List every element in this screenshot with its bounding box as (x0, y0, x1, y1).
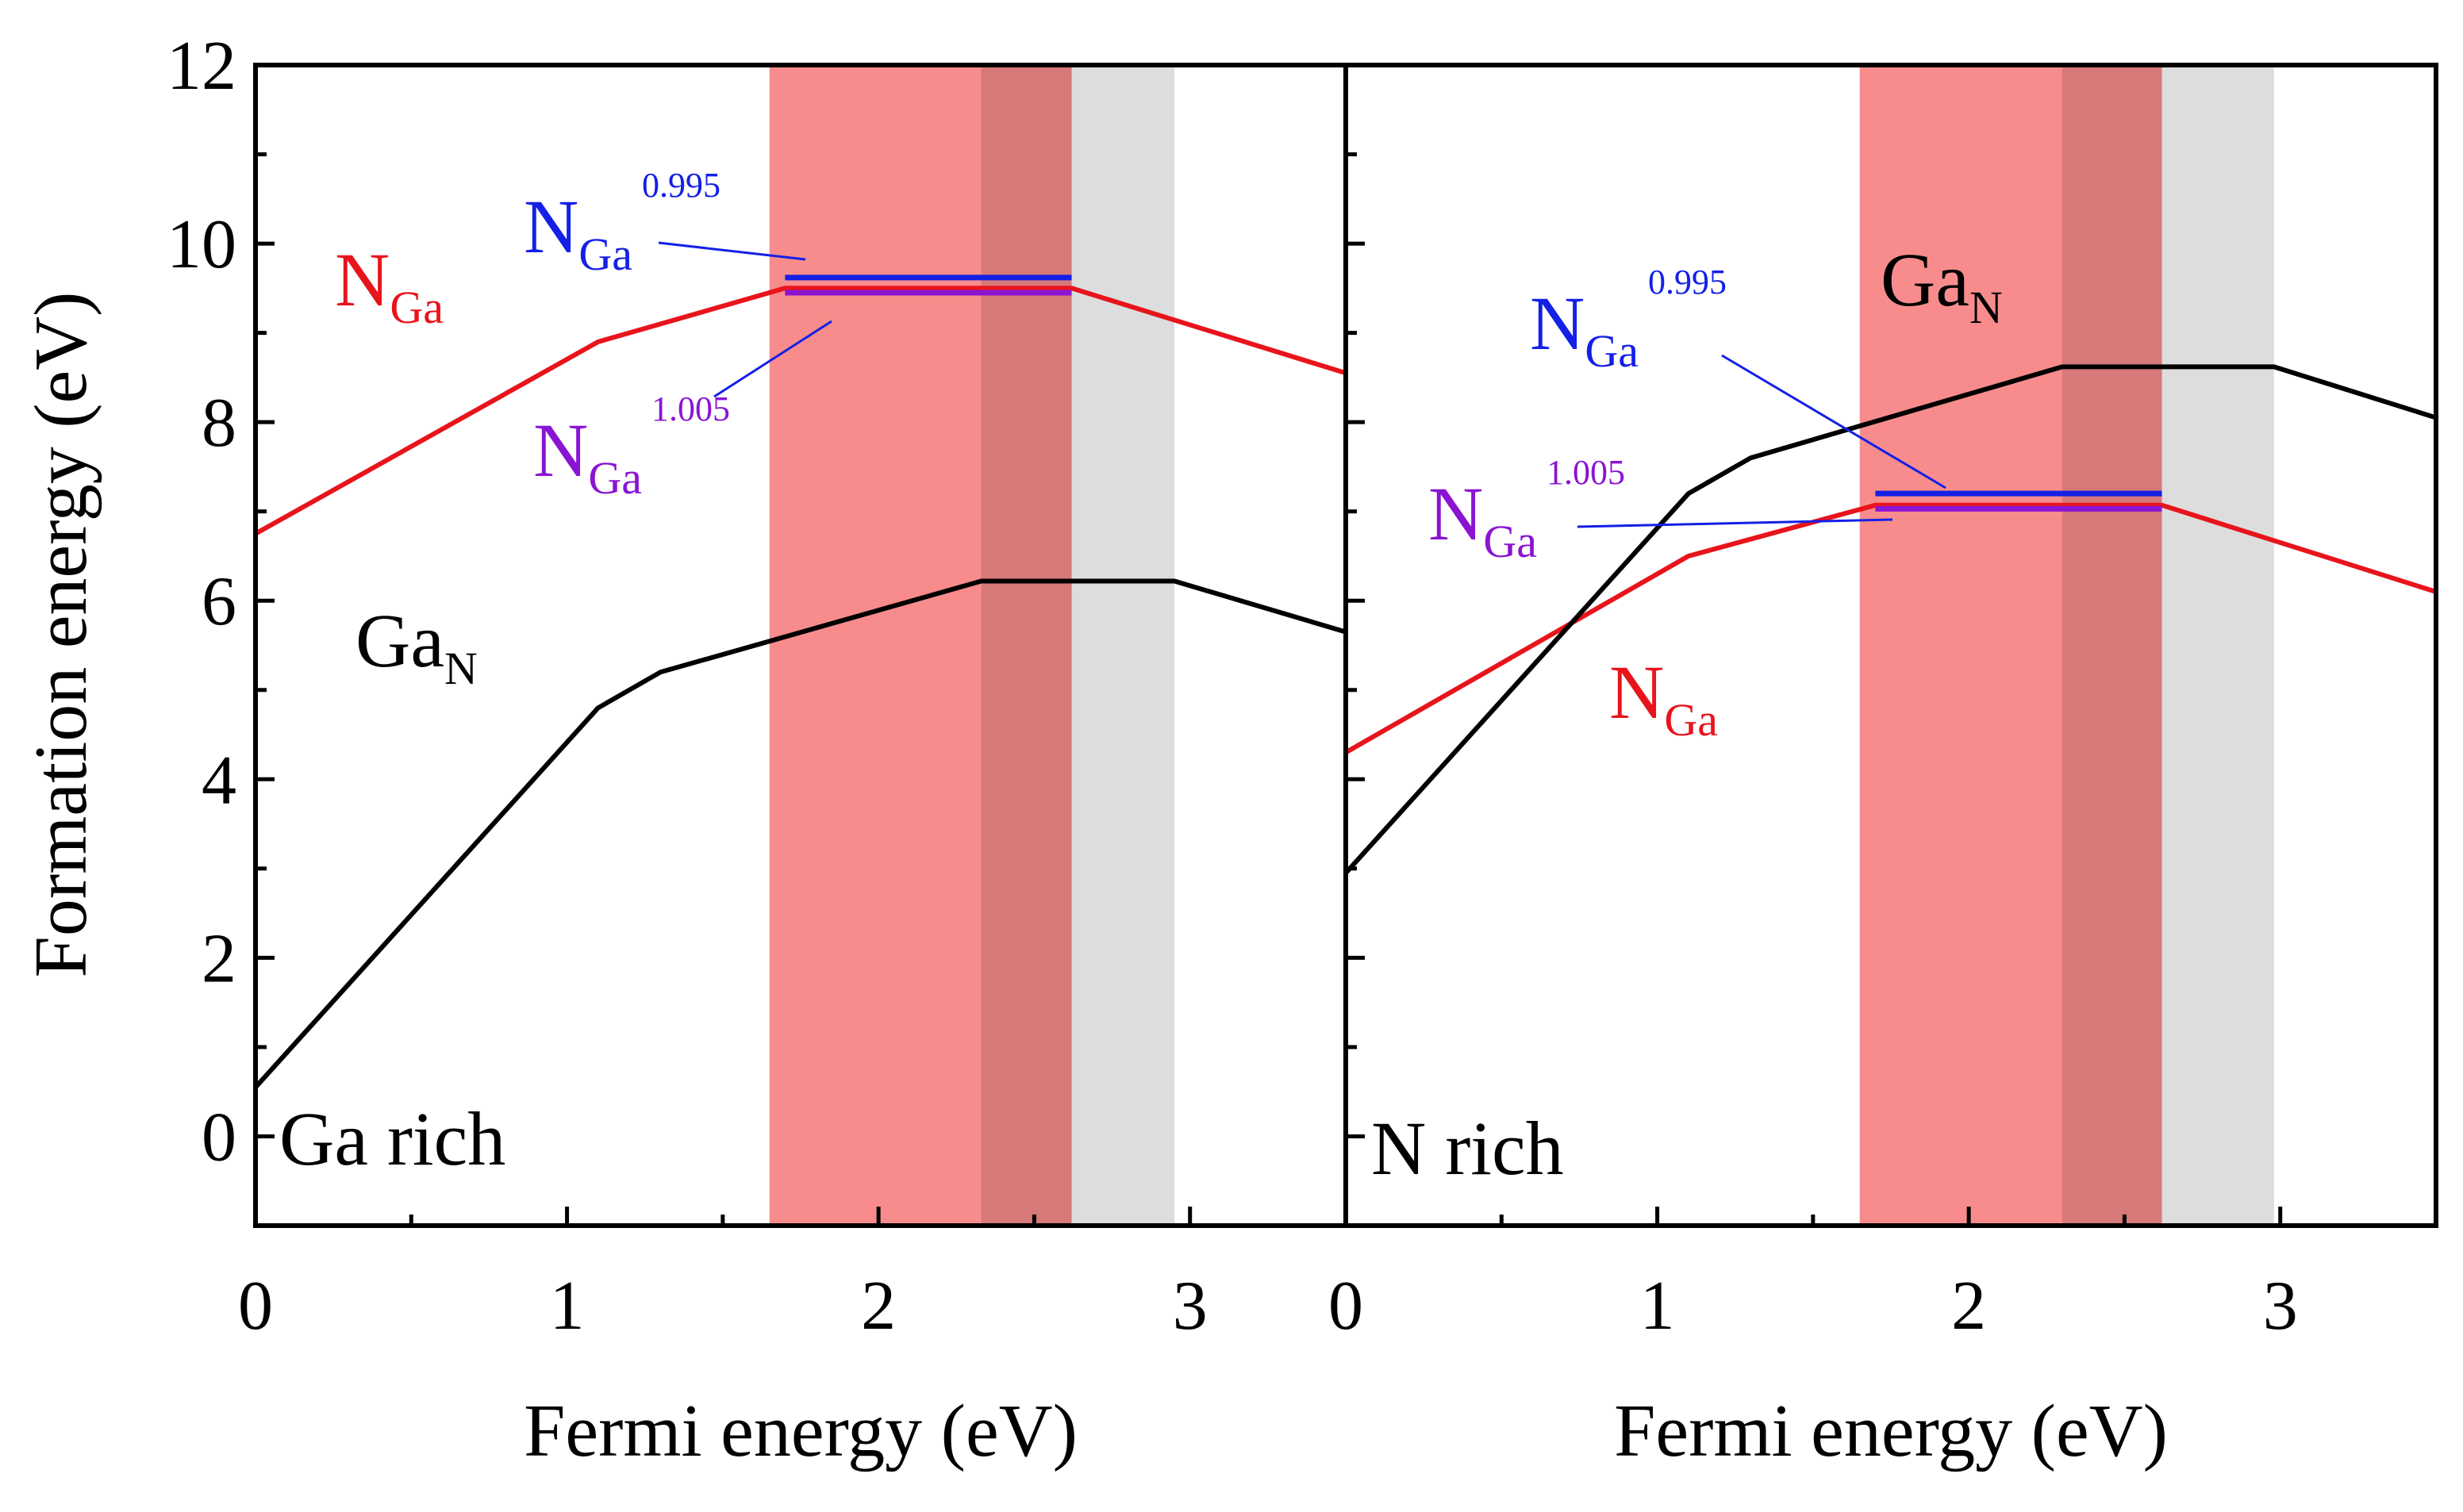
blue-level-label: NGa0.995 (524, 166, 720, 280)
y-tick-label: 2 (202, 920, 236, 997)
y-tick-label: 0 (202, 1099, 236, 1176)
purple-level-label: NGa1.005 (1428, 453, 1625, 567)
ngA-series-line (254, 286, 1347, 536)
ngA-label: NGa (1609, 650, 1718, 746)
y-tick-label: 12 (167, 28, 236, 105)
panel-ga-rich: NGa NGa0.995 NGa1.005 GaN Ga rich 0 2 4 6 8 1… (167, 28, 1348, 1345)
x-tick-label: 2 (1951, 1268, 1986, 1345)
x-tick-label: 0 (1328, 1268, 1363, 1345)
gaN-series-line (253, 578, 1347, 1089)
y-tick-label: 4 (202, 742, 236, 819)
x-axis-title-left: Fermi energy (eV) (524, 1390, 1078, 1472)
blue-leader-line (658, 241, 806, 261)
x-tick-label: 1 (550, 1268, 585, 1345)
y-tick-label: 10 (167, 206, 236, 283)
annotation-leaders (658, 241, 832, 398)
gaN-stability-band (2061, 65, 2274, 1226)
x-tick-label: 1 (1640, 1268, 1675, 1345)
ngA-label: NGa (335, 237, 444, 333)
x-axis-title-right: Fermi energy (eV) (1614, 1390, 2168, 1472)
condition-label: Ga rich (279, 1096, 505, 1181)
panel-n-rich: NGa0.995 NGa1.005 GaN NGa N rich 0 1 2 3 (1328, 63, 2438, 1345)
y-axis-title: Formation energy (eV) (20, 292, 102, 978)
blue-leader-line (1721, 354, 1946, 489)
purple-leader-line (713, 320, 832, 398)
x-tick-label: 2 (861, 1268, 896, 1345)
x-tick-label: 0 (238, 1268, 273, 1345)
y-tick-label: 6 (202, 563, 236, 640)
x-tick-label: 3 (2263, 1268, 2298, 1345)
purple-leader-line (1577, 518, 1893, 528)
blue-level-label: NGa0.995 (1530, 263, 1727, 377)
x-tick-label: 3 (1173, 1268, 1208, 1345)
gaN-label: GaN (1881, 237, 2003, 333)
gaN-label: GaN (355, 598, 478, 694)
annotation-leaders (1577, 354, 1946, 528)
gaN-series-line (1343, 364, 2437, 875)
purple-level-label: NGa1.005 (533, 390, 730, 504)
gaN-stability-band (981, 65, 1175, 1226)
condition-label: N rich (1371, 1106, 1564, 1191)
y-tick-label: 8 (202, 385, 236, 462)
